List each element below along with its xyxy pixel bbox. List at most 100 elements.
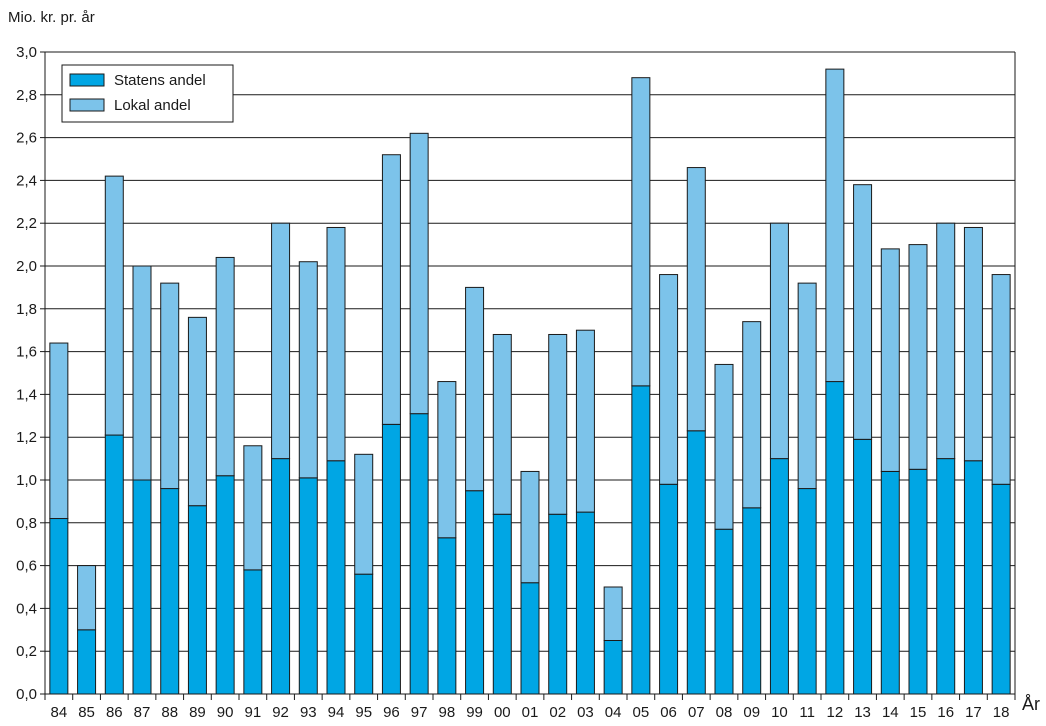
bar-statens-andel [991,483,1011,695]
bar-lokal-andel [298,261,318,479]
bar-lokal-andel [465,286,485,492]
bar-lokal-andel [714,363,734,530]
bar-statens-andel [908,468,928,695]
bar-statens-andel [548,513,568,695]
x-tick-label: 92 [272,704,289,721]
bar-statens-andel [797,488,817,695]
bar-lokal-andel [797,282,817,490]
bar-statens-andel [326,460,346,695]
y-tick-label: 2,0 [16,258,37,275]
x-tick-label: 87 [134,704,151,721]
y-tick-label: 0,8 [16,515,37,532]
bar-statens-andel [492,513,512,695]
bar-statens-andel [104,434,124,695]
bar-lokal-andel [936,222,956,460]
bar-lokal-andel [326,226,346,462]
bar-statens-andel [880,470,900,695]
x-tick-label: 94 [328,704,345,721]
bar-statens-andel [631,385,651,695]
x-tick-label: 88 [161,704,178,721]
bar-statens-andel [354,573,374,695]
legend-label-lokal-andel: Lokal andel [114,97,191,114]
x-tick-label: 95 [355,704,372,721]
y-axis-title: Mio. kr. pr. år [8,9,95,26]
bar-lokal-andel [742,321,762,509]
bar-lokal-andel [215,256,235,477]
x-tick-label: 96 [383,704,400,721]
y-tick-label: 1,8 [16,301,37,318]
bar-lokal-andel [381,154,401,425]
bar-statens-andel [603,640,623,695]
legend-swatch-lokal-andel [69,98,105,112]
y-axis-ticks: 0,0 0,2 0,4 0,6 0,8 1,0 1,2 1,4 1,6 1,8 2,0 2,2 2,4 2… [16,44,45,703]
bar-lokal-andel [880,248,900,472]
bar-lokal-andel [77,565,97,631]
x-tick-label: 07 [688,704,705,721]
bar-statens-andel [520,582,540,695]
x-tick-label: 06 [660,704,677,721]
bar-statens-andel [963,460,983,695]
y-tick-label: 2,6 [16,130,37,147]
x-tick-label: 93 [300,704,317,721]
legend-swatch-statens-andel [69,73,105,87]
bar-statens-andel [936,458,956,695]
y-tick-label: 0,2 [16,643,37,660]
x-tick-label: 85 [78,704,95,721]
bar-lokal-andel [659,274,679,485]
bar-statens-andel [769,458,789,695]
bar-statens-andel [465,490,485,695]
bar-statens-andel [659,483,679,695]
bar-lokal-andel [769,222,789,460]
x-tick-label: 09 [743,704,760,721]
bar-lokal-andel [132,265,152,481]
bar-statens-andel [187,505,207,695]
axes [44,52,1016,695]
x-tick-label: 11 [799,704,815,721]
bar-lokal-andel [991,274,1011,485]
legend-label-statens-andel: Statens andel [114,72,206,89]
bar-lokal-andel [409,132,429,415]
bar-statens-andel [215,475,235,695]
x-tick-label: 02 [549,704,566,721]
bar-lokal-andel [853,184,873,440]
bar-statens-andel [437,537,457,695]
x-axis-title: År [1022,694,1040,714]
bar-statens-andel [409,413,429,695]
bar-lokal-andel [271,222,291,460]
x-tick-label: 90 [217,704,234,721]
bar-lokal-andel [437,381,457,539]
bar-lokal-andel [187,316,207,507]
legend: Statens andel Lokal andel [61,64,234,123]
bar-statens-andel [686,430,706,695]
bar-statens-andel [381,423,401,695]
bar-lokal-andel [492,333,512,515]
bar-lokal-andel [354,453,374,575]
y-tick-label: 3,0 [16,44,37,61]
bar-lokal-andel [243,445,263,571]
x-tick-label: 86 [106,704,123,721]
bars [49,68,1011,695]
x-tick-label: 91 [245,704,262,721]
x-tick-label: 08 [716,704,733,721]
bar-statens-andel [714,528,734,695]
bar-lokal-andel [49,342,69,520]
y-tick-label: 1,6 [16,344,37,361]
x-tick-label: 18 [993,704,1010,721]
x-tick-label: 15 [910,704,927,721]
x-tick-label: 17 [965,704,982,721]
x-tick-label: 99 [466,704,483,721]
bar-lokal-andel [686,167,706,432]
x-tick-label: 98 [439,704,456,721]
bar-lokal-andel [825,68,845,383]
x-tick-label: 14 [882,704,899,721]
y-tick-label: 2,2 [16,215,37,232]
bar-lokal-andel [603,586,623,641]
y-tick-label: 2,4 [16,172,37,189]
x-axis-ticks: 84 85 86 87 88 89 90 91 92 93 94 95 96 97 98 99 00 01 02 03… [44,694,1016,721]
x-tick-label: 05 [633,704,650,721]
bar-statens-andel [271,458,291,695]
bar-lokal-andel [631,77,651,387]
bar-lokal-andel [963,226,983,462]
bar-statens-andel [132,479,152,695]
